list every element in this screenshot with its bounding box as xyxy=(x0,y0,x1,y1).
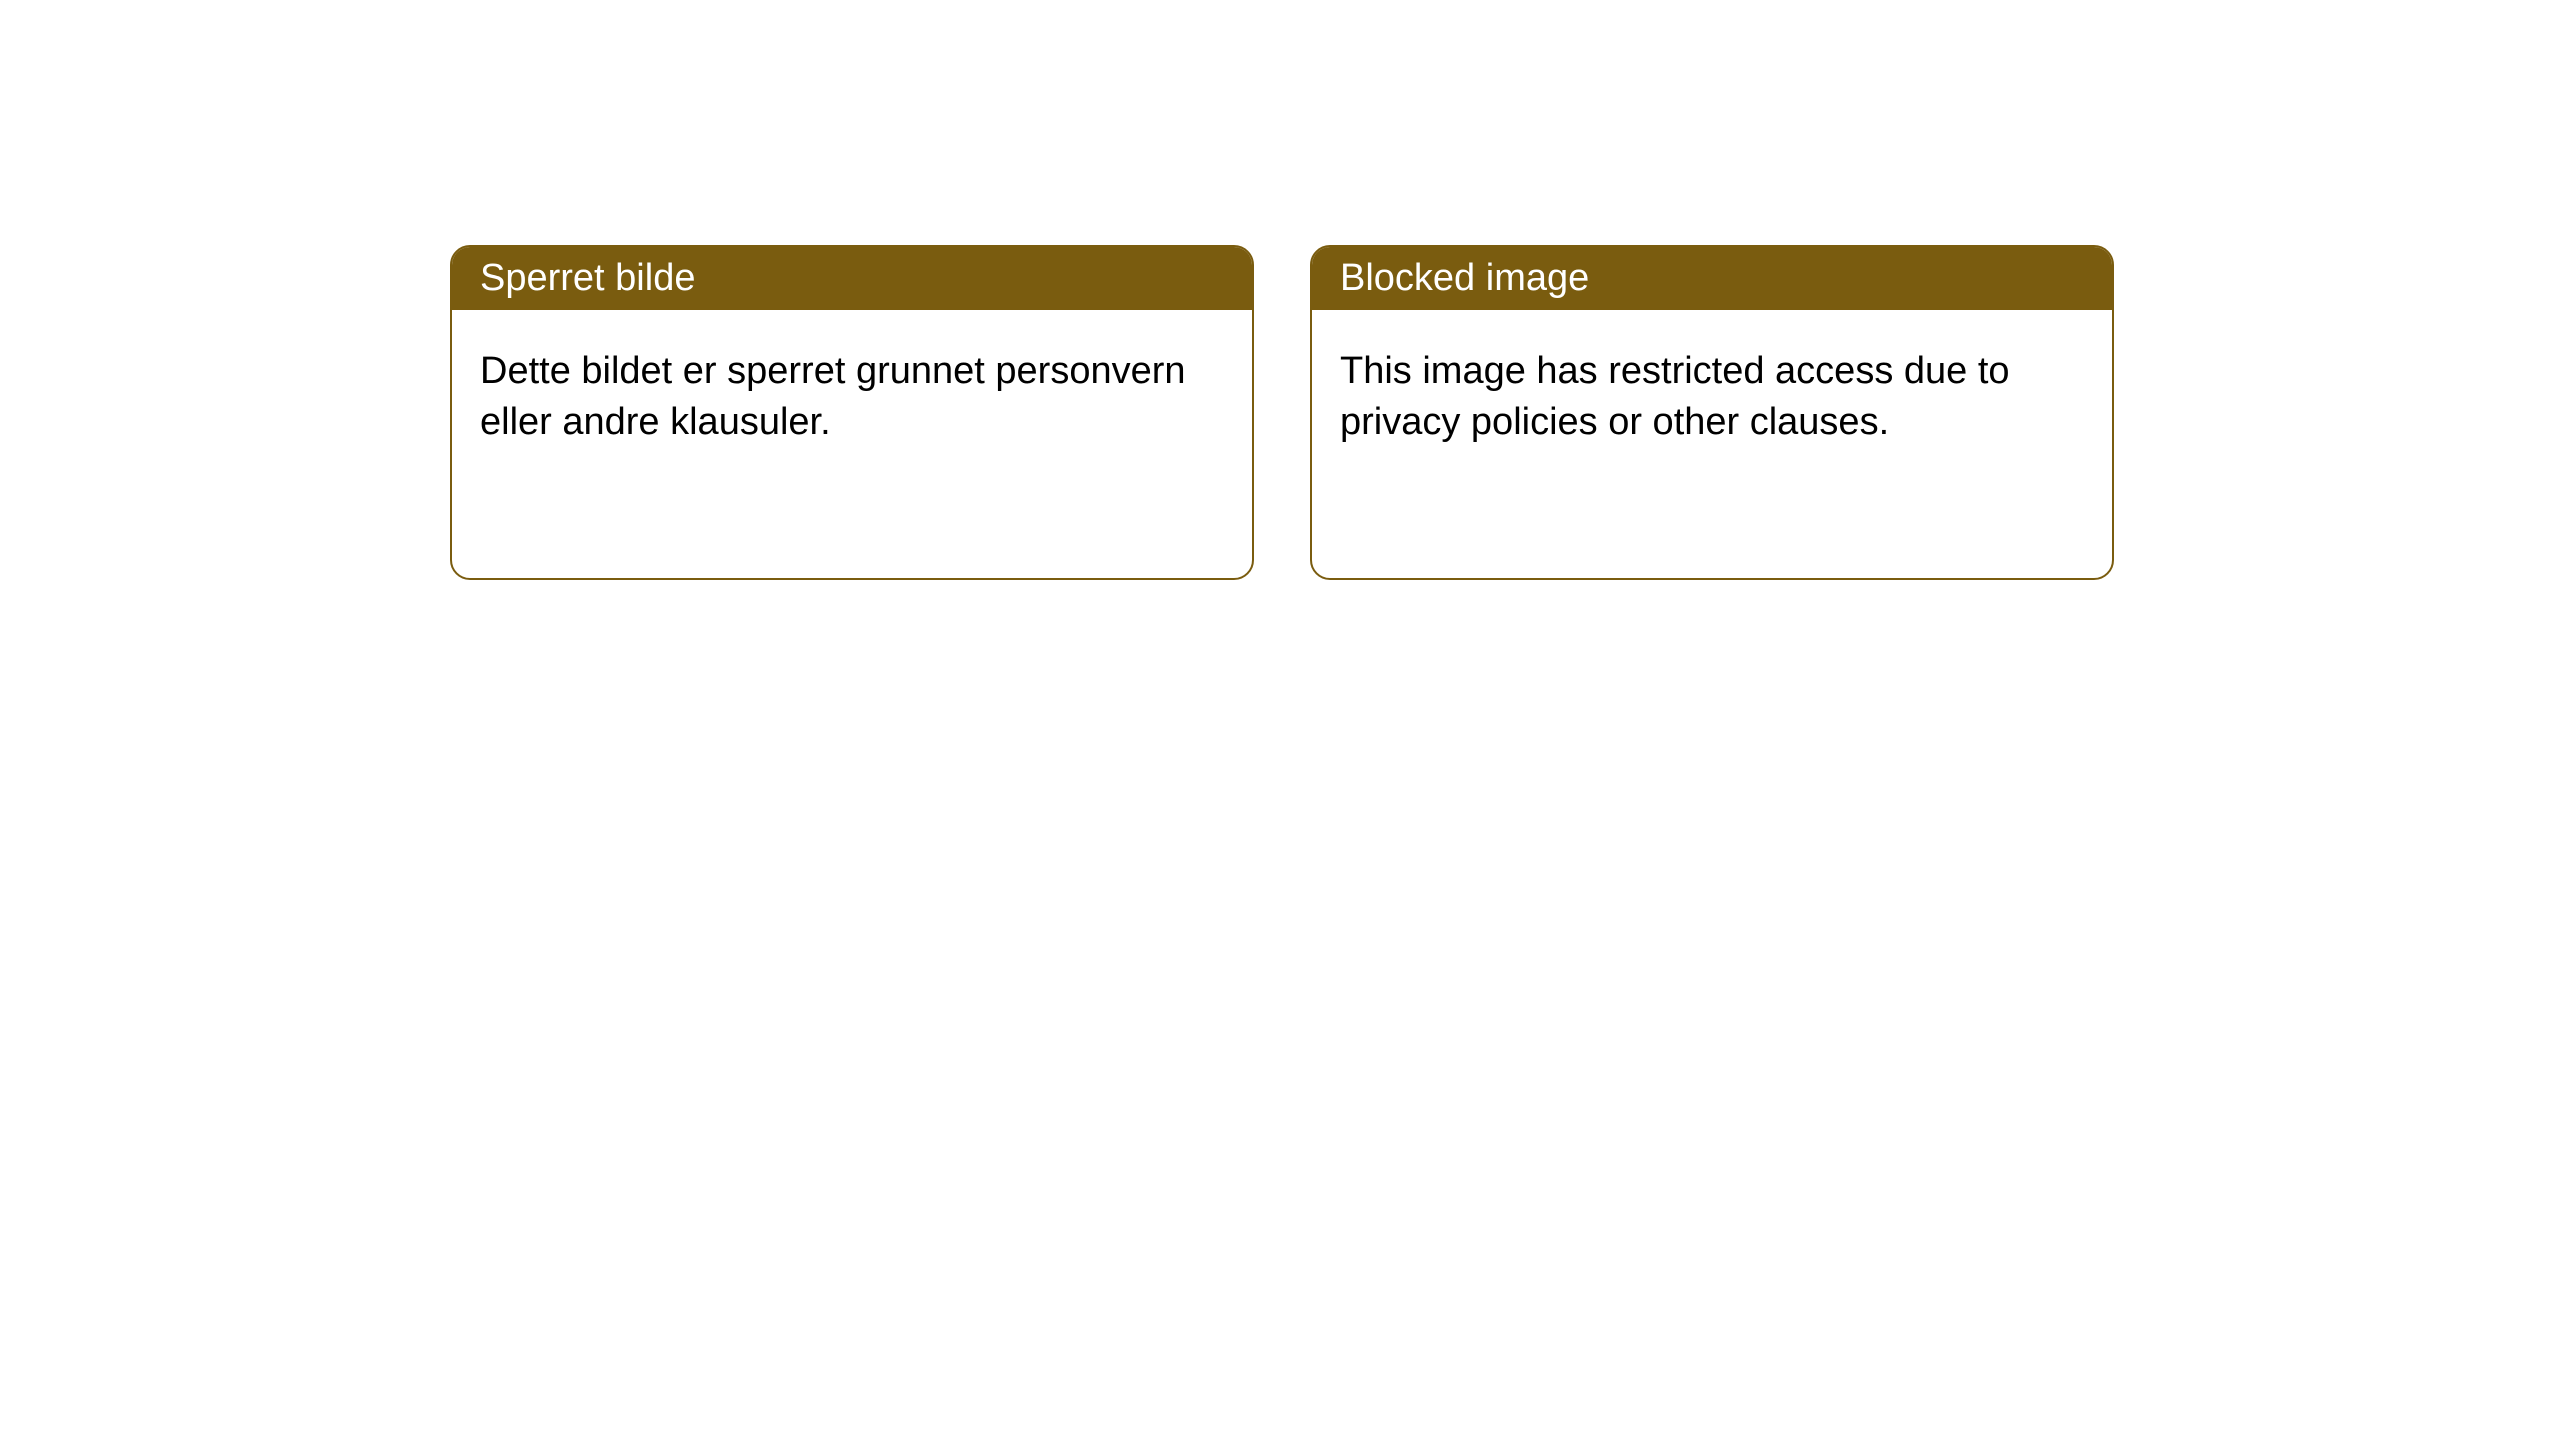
card-header-english: Blocked image xyxy=(1312,247,2112,310)
card-body-norwegian: Dette bildet er sperret grunnet personve… xyxy=(452,310,1252,485)
notice-container: Sperret bilde Dette bildet er sperret gr… xyxy=(0,0,2560,580)
blocked-image-card-english: Blocked image This image has restricted … xyxy=(1310,245,2114,580)
card-body-english: This image has restricted access due to … xyxy=(1312,310,2112,485)
blocked-image-card-norwegian: Sperret bilde Dette bildet er sperret gr… xyxy=(450,245,1254,580)
card-header-norwegian: Sperret bilde xyxy=(452,247,1252,310)
